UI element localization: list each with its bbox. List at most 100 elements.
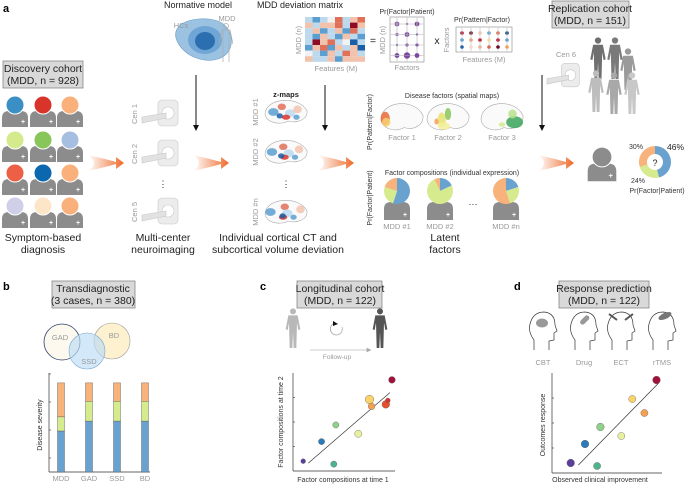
heatmap-cell	[312, 56, 320, 62]
heatmap-cell	[305, 22, 313, 29]
pct-orange: 30%	[629, 144, 643, 151]
compositions-ellipsis: ···	[469, 199, 478, 209]
zmap-subject-label: MDD #2	[251, 138, 260, 166]
heatmap-cell	[320, 28, 328, 34]
zmaps-label: z-maps	[273, 90, 299, 99]
venn-ssd	[68, 332, 106, 370]
brain-patch	[266, 148, 278, 156]
heatmap-cell	[335, 28, 343, 34]
bar-bd	[141, 420, 149, 473]
patient-icon: +	[2, 95, 28, 127]
person-figure-icon	[590, 37, 606, 79]
bar-ssd	[113, 382, 121, 402]
heatmap-cell	[320, 50, 328, 57]
followup-figures	[285, 308, 388, 348]
heatmap-cell	[350, 45, 358, 51]
patient-head	[33, 95, 53, 115]
patient-icon: +	[2, 196, 28, 228]
patient-body	[30, 146, 56, 162]
heatmap-cell	[350, 39, 358, 45]
heatmap-cell	[327, 17, 335, 23]
heatmap-cell	[305, 56, 313, 62]
replication-composition-donut	[639, 146, 671, 178]
plus-icon: +	[446, 212, 450, 219]
heatmap-cell	[305, 39, 313, 45]
brain-patch	[444, 108, 452, 120]
coil	[658, 311, 672, 321]
composition-pie	[427, 178, 454, 204]
plus-icon: +	[512, 212, 516, 219]
heatmap-cell	[342, 50, 350, 57]
normative-mdd-label: MDD	[218, 14, 236, 23]
treatment-label: rTMS	[653, 358, 671, 367]
patient-icon: +	[587, 146, 617, 182]
slice-green	[639, 164, 659, 178]
brain-patch	[276, 113, 283, 119]
treatment-heads: CBT Drug ECT rTMS	[529, 311, 677, 367]
scanner-center-label: Cen 5	[130, 202, 139, 222]
longitudinal-point	[330, 460, 338, 468]
heatmap-cell	[350, 17, 358, 23]
head-cbt-icon: CBT	[529, 311, 558, 367]
patient-head	[60, 163, 80, 183]
heatmap-cell	[312, 33, 320, 40]
donut	[639, 146, 671, 178]
response-point	[640, 409, 649, 417]
bar-category-label: GAD	[81, 474, 98, 483]
discovery-caption-2: diagnosis	[21, 244, 65, 256]
heatmap-cell	[357, 56, 365, 62]
scanner-table	[141, 112, 167, 124]
heatmap-cell	[327, 28, 335, 34]
heatmap-cell	[335, 33, 343, 40]
scatter-c-xlabel: Factor compositions at time 1	[297, 477, 389, 484]
factor-brain-map	[380, 103, 424, 131]
person-figure-icon	[607, 37, 623, 79]
plus-icon: +	[21, 187, 25, 194]
scanner-table	[141, 152, 167, 164]
response-point	[580, 439, 590, 449]
treatment-label: ECT	[614, 358, 629, 367]
slice-orange	[434, 178, 440, 191]
heatmap-cell	[335, 22, 343, 29]
heatmap-cell	[342, 39, 350, 45]
bar-gad	[85, 401, 93, 422]
scanner-center-label: Cen 2	[130, 144, 139, 164]
patient-head	[33, 196, 53, 216]
heatmap-cell	[312, 45, 320, 51]
pattern-factor-title: Pr(Pattern|Factor)	[454, 17, 510, 24]
deviation-heatmap	[305, 17, 365, 62]
panel-label-d: d	[514, 281, 521, 293]
patient-icon: +	[30, 163, 56, 195]
mri-scanner-icon	[141, 139, 179, 167]
patient-body	[2, 212, 28, 228]
heatmap-cell	[312, 39, 320, 45]
patient-body	[427, 202, 453, 220]
brain-patch	[280, 203, 289, 211]
heatmap-cell	[312, 50, 320, 57]
heatmap-cell	[357, 39, 365, 45]
heatmap-cell	[335, 45, 343, 51]
patient-body	[57, 179, 83, 195]
treatment-label: CBT	[536, 358, 551, 367]
pattern-factor-xlabel: Features (M)	[463, 55, 506, 64]
slice-green	[427, 179, 454, 204]
patient-body	[2, 179, 28, 195]
deviation-caption-1: Individual cortical CT and	[219, 232, 337, 244]
replication-center-label: Cen 6	[556, 50, 576, 59]
patient-body	[587, 163, 617, 182]
figure-body	[372, 315, 388, 348]
matrix-dot	[478, 45, 482, 49]
zmap-brain	[264, 140, 308, 164]
heatmap-cell	[357, 45, 365, 51]
neuroimaging-caption-1: Multi-center	[136, 232, 191, 244]
factor-brain-map	[426, 103, 470, 131]
heatmap-cell	[357, 50, 365, 57]
factor-patient-xlabel: Factors	[394, 63, 419, 72]
heatmap-cell	[357, 17, 365, 23]
brain-patch	[279, 143, 288, 151]
brain-patch	[268, 108, 279, 116]
patient-head	[5, 130, 25, 150]
bar-mdd	[57, 382, 65, 418]
patient-body	[30, 179, 56, 195]
scanner-ellipsis: ⋮	[159, 179, 168, 189]
